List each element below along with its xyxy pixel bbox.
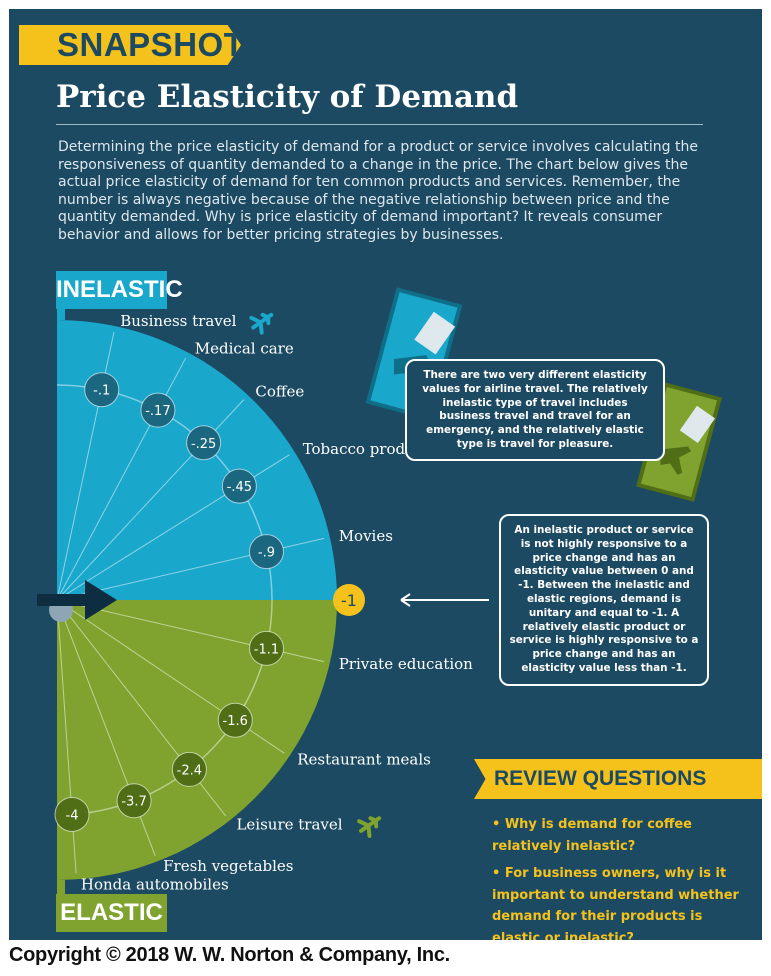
value-marker xyxy=(248,630,284,666)
title-divider xyxy=(56,124,703,125)
value-marker xyxy=(54,796,90,832)
elasticity-chart: -.1 Business travel -.17 Medical care -.25 Co… xyxy=(37,287,722,894)
category-label: Honda automobiles xyxy=(81,875,229,893)
elasticity-definition-note: An inelastic product or service is not h… xyxy=(499,514,709,686)
inelastic-region xyxy=(57,320,337,600)
category-label: Tobacco products xyxy=(303,440,437,458)
intro-paragraph: Determining the price elasticity of dema… xyxy=(58,139,698,243)
review-question: • Why is demand for coffee relatively in… xyxy=(492,817,693,854)
elastic-ribbon xyxy=(57,880,65,894)
unitary-label: -1 xyxy=(341,591,357,610)
category-label: Fresh vegetables xyxy=(163,857,293,875)
value-label: -1.1 xyxy=(254,642,279,657)
pointer-arrow xyxy=(37,580,117,620)
value-label: -.17 xyxy=(145,404,170,419)
value-label: -.1 xyxy=(93,384,110,399)
value-label: -.25 xyxy=(191,437,216,452)
value-label: -4 xyxy=(66,808,79,823)
review-question: • For business owners, why is it importa… xyxy=(492,866,739,940)
category-label: Medical care xyxy=(195,339,294,357)
value-marker xyxy=(217,702,253,738)
airline-travel-note: There are two very different elasticity … xyxy=(405,359,665,461)
inelastic-ribbon xyxy=(57,306,65,320)
review-heading: REVIEW QUESTIONS xyxy=(474,759,762,799)
value-marker xyxy=(186,425,222,461)
infographic-panel: SNAPSHOT Price Elasticity of Demand Dete… xyxy=(9,9,762,940)
page-title: Price Elasticity of Demand xyxy=(56,79,519,115)
category-label: Movies xyxy=(339,527,393,545)
snapshot-badge: SNAPSHOT xyxy=(19,25,241,65)
category-label: Coffee xyxy=(255,383,304,401)
category-label: Leisure travel xyxy=(236,816,342,834)
category-label: Restaurant meals xyxy=(297,750,431,768)
value-marker xyxy=(140,392,176,428)
review-questions: REVIEW QUESTIONS • Why is demand for cof… xyxy=(474,759,762,940)
arrowhead xyxy=(400,593,411,607)
elastic-badge: ELASTIC xyxy=(56,894,167,932)
value-marker xyxy=(248,534,284,570)
value-marker xyxy=(84,372,120,408)
value-label: -.9 xyxy=(258,546,275,561)
plane-icon xyxy=(249,312,274,335)
category-label: Business travel xyxy=(120,312,236,330)
copyright-notice: Copyright © 2018 W. W. Norton & Company,… xyxy=(9,944,450,966)
value-marker xyxy=(116,783,152,819)
plane-icon xyxy=(357,816,382,838)
value-label: -3.7 xyxy=(121,795,146,810)
unitary-marker xyxy=(333,584,365,616)
value-marker xyxy=(221,468,257,504)
category-label: Private education xyxy=(339,655,473,673)
value-label: -2.4 xyxy=(177,763,202,778)
value-marker xyxy=(171,751,207,787)
plane-icon xyxy=(660,446,691,475)
elastic-region xyxy=(57,600,337,880)
value-label: -1.6 xyxy=(223,714,248,729)
value-label: -.45 xyxy=(227,480,252,495)
inelastic-badge: INELASTIC xyxy=(56,271,183,309)
